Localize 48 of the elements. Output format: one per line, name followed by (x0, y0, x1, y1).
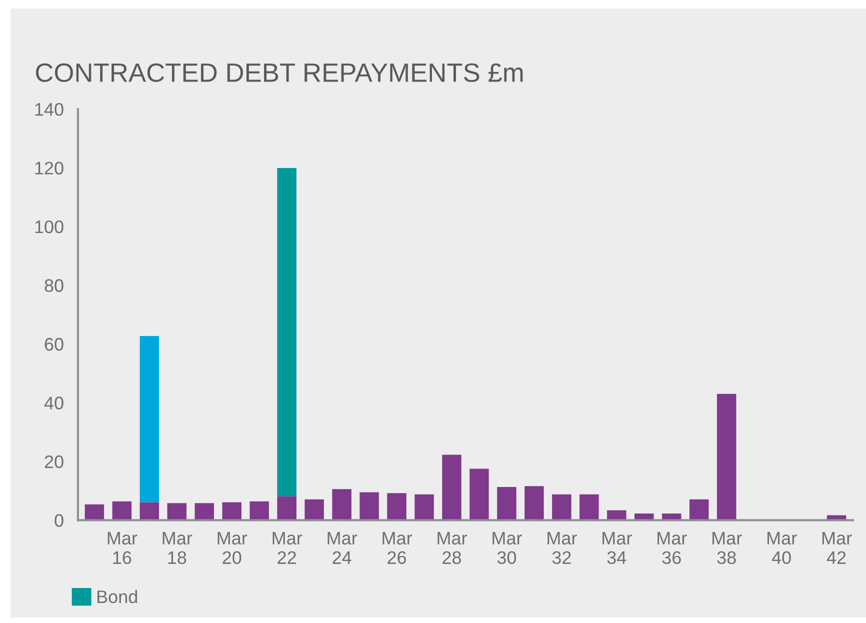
bar (360, 492, 379, 520)
x-tick-label: Mar 26 (382, 532, 412, 564)
bar (277, 168, 296, 496)
bar (387, 493, 406, 520)
y-tick-label: 100 (35, 220, 64, 234)
bar (84, 504, 104, 520)
x-tick-label: Mar 42 (822, 532, 852, 564)
chart-title: CONTRACTED DEBT REPAYMENTS £m (36, 63, 523, 82)
bar (112, 501, 132, 520)
bar (194, 503, 214, 520)
bar (716, 394, 736, 520)
x-tick-label: Mar 16 (108, 532, 138, 564)
x-tick-label: Mar 20 (218, 532, 248, 564)
bar (552, 494, 572, 520)
x-tick-label: Mar 36 (658, 532, 687, 564)
bar (497, 487, 516, 520)
bar (442, 454, 462, 520)
bar (470, 468, 489, 520)
bar (167, 503, 187, 520)
x-tick-label: Mar 40 (767, 532, 797, 564)
bar (222, 502, 242, 520)
y-tick-label: 60 (44, 338, 64, 351)
y-tick-label: 40 (44, 396, 64, 410)
y-tick-label: 140 (35, 102, 64, 116)
bar (304, 499, 324, 520)
x-tick-label: Mar 24 (328, 532, 358, 564)
x-tick-label: Mar 38 (712, 532, 742, 564)
bar (277, 496, 296, 520)
bar (524, 486, 544, 520)
bar (140, 336, 160, 502)
bar (414, 494, 434, 520)
bar (332, 489, 352, 520)
x-tick-label: Mar 18 (162, 532, 192, 564)
bar (580, 494, 599, 520)
bar (607, 510, 626, 520)
y-tick-label: 0 (54, 514, 64, 527)
bar (140, 502, 160, 520)
bar (250, 501, 269, 520)
x-tick-label: Mar 22 (272, 532, 302, 564)
y-tick-label: 120 (35, 162, 64, 174)
x-tick-label: Mar 34 (602, 532, 632, 564)
y-tick-label: 80 (44, 279, 64, 292)
x-tick-label: Mar 30 (492, 532, 522, 564)
x-tick-label: Mar 32 (548, 532, 577, 564)
legend-label: Bond (97, 590, 138, 604)
x-tick-label: Mar 28 (438, 532, 467, 564)
y-tick-label: 20 (44, 455, 64, 468)
bar (689, 499, 709, 520)
